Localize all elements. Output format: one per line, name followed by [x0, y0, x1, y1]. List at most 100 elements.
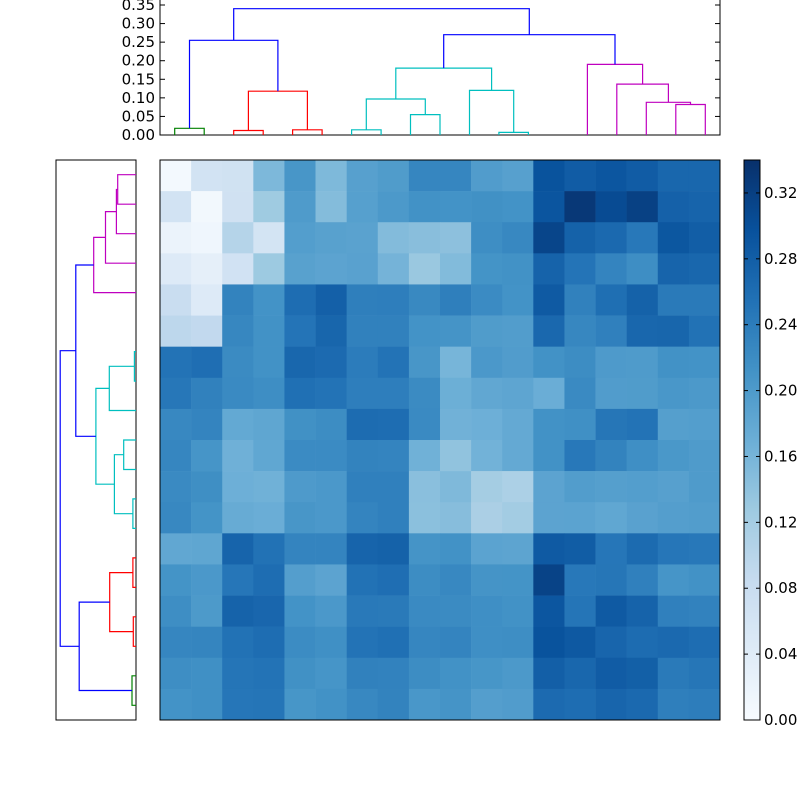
heatmap-cell [315, 533, 347, 565]
colorbar-tick-label: 0.12 [764, 513, 797, 531]
heatmap-cell [160, 160, 192, 192]
heatmap-cell [315, 688, 347, 721]
top-dendrogram-tick-label: 0.15 [122, 70, 155, 88]
left-dendrogram-link [117, 174, 136, 205]
heatmap-cell [253, 377, 285, 410]
heatmap-cell [253, 160, 285, 192]
heatmap-cell [533, 160, 565, 192]
heatmap-cell [502, 626, 534, 659]
heatmap-cell [533, 315, 565, 347]
heatmap-cell [502, 471, 534, 503]
heatmap-cell [315, 191, 347, 223]
heatmap-cell [533, 657, 565, 690]
heatmap-cell [564, 315, 596, 347]
heatmap-cell [564, 408, 596, 441]
top-dendrogram-link [233, 129, 264, 135]
heatmap-cell [502, 315, 534, 347]
heatmap-cell [253, 346, 285, 379]
heatmap-cell [471, 440, 503, 472]
heatmap-cell [471, 502, 503, 534]
heatmap-cell [440, 222, 472, 254]
top-dendrogram-link [645, 101, 692, 135]
heatmap-cell [440, 346, 472, 379]
heatmap-cell [502, 346, 534, 379]
heatmap-cell [346, 346, 379, 379]
heatmap-cell [657, 440, 690, 472]
heatmap-cell [564, 471, 596, 503]
heatmap-cell [191, 533, 223, 565]
heatmap-cell [346, 626, 379, 659]
heatmap-cell [346, 160, 379, 192]
top-dendrogram-link [443, 34, 616, 69]
top-dendrogram: 0.000.050.100.150.200.250.300.35 [122, 0, 721, 144]
heatmap-cell [191, 564, 223, 596]
heatmap-cell [688, 502, 721, 534]
top-dendrogram-link [395, 67, 493, 99]
heatmap-cell [564, 688, 596, 721]
heatmap-cell [440, 533, 472, 565]
heatmap-cell [533, 440, 565, 472]
heatmap-cell [595, 626, 627, 659]
heatmap-cell [626, 564, 659, 596]
heatmap-cell [502, 533, 534, 565]
heatmap-cell [160, 626, 192, 659]
heatmap-cell [377, 315, 410, 347]
heatmap-cell [657, 688, 690, 721]
heatmap-cell [191, 408, 223, 441]
colorbar-tick-label: 0.24 [764, 316, 797, 334]
heatmap-cell [346, 253, 379, 285]
heatmap-cell [502, 502, 534, 534]
heatmap-cell [533, 564, 565, 596]
heatmap-cell [222, 408, 254, 441]
heatmap-cell [377, 191, 410, 223]
heatmap-cell [160, 440, 192, 472]
heatmap-cell [688, 284, 721, 316]
heatmap-cell [191, 160, 223, 192]
heatmap-cell [533, 595, 565, 627]
heatmap-cell [253, 191, 285, 223]
heatmap-cell [222, 191, 254, 223]
heatmap-cell [533, 533, 565, 565]
heatmap-cell [595, 191, 627, 223]
heatmap-cell [564, 595, 596, 627]
heatmap-cell [253, 688, 285, 721]
heatmap-cell [191, 626, 223, 659]
heatmap-cell [440, 440, 472, 472]
heatmap-cell [440, 377, 472, 410]
heatmap-cell [688, 626, 721, 659]
heatmap-cell [160, 346, 192, 379]
heatmap-cell [595, 688, 627, 721]
heatmap-cell [377, 222, 410, 254]
heatmap-cell [595, 346, 627, 379]
heatmap-cell [160, 502, 192, 534]
heatmap-cell [191, 377, 223, 410]
heatmap-cell [222, 377, 254, 410]
heatmap-cell [222, 315, 254, 347]
heatmap-cell [626, 440, 659, 472]
heatmap-cell [595, 440, 627, 472]
heatmap-cell [284, 377, 316, 410]
left-dendrogram-link [78, 601, 132, 692]
heatmap-cell [626, 222, 659, 254]
heatmap-cell [657, 284, 690, 316]
heatmap-cell [191, 471, 223, 503]
heatmap-cell [564, 626, 596, 659]
heatmap-cell [533, 191, 565, 223]
heatmap-cell [440, 160, 472, 192]
heatmap-cell [222, 346, 254, 379]
heatmap [159, 159, 721, 721]
heatmap-cell [284, 657, 316, 690]
heatmap-cell [315, 408, 347, 441]
heatmap-cell [502, 160, 534, 192]
heatmap-cell [160, 533, 192, 565]
heatmap-cell [315, 284, 347, 316]
heatmap-cell [533, 502, 565, 534]
heatmap-cell [284, 440, 316, 472]
heatmap-cell [253, 626, 285, 659]
heatmap-cell [315, 346, 347, 379]
heatmap-frame [159, 159, 721, 721]
heatmap-cell [284, 284, 316, 316]
top-dendrogram-link [409, 113, 441, 135]
heatmap-cell [626, 346, 659, 379]
